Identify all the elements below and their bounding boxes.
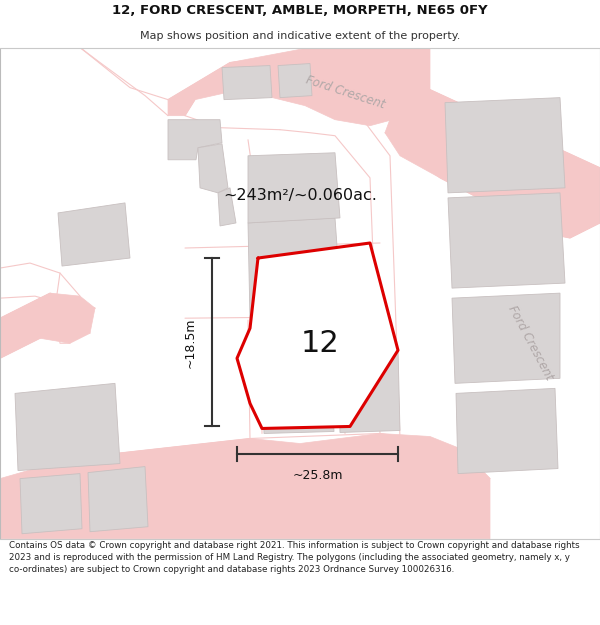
- Polygon shape: [88, 467, 148, 532]
- Polygon shape: [456, 388, 558, 474]
- Polygon shape: [262, 354, 334, 434]
- Polygon shape: [222, 66, 272, 99]
- Polygon shape: [445, 98, 565, 193]
- Polygon shape: [15, 383, 120, 471]
- Text: 12, FORD CRESCENT, AMBLE, MORPETH, NE65 0FY: 12, FORD CRESCENT, AMBLE, MORPETH, NE65 …: [112, 4, 488, 17]
- Bar: [0, 48, 600, 539]
- Polygon shape: [0, 293, 95, 358]
- Polygon shape: [58, 203, 130, 266]
- Polygon shape: [0, 434, 490, 539]
- Polygon shape: [452, 293, 560, 383]
- Polygon shape: [338, 348, 400, 432]
- Text: Ford Crescent: Ford Crescent: [505, 304, 555, 382]
- Text: Contains OS data © Crown copyright and database right 2021. This information is : Contains OS data © Crown copyright and d…: [9, 541, 580, 574]
- Polygon shape: [385, 89, 600, 238]
- Text: Map shows position and indicative extent of the property.: Map shows position and indicative extent…: [140, 31, 460, 41]
- Text: 12: 12: [301, 329, 340, 357]
- Polygon shape: [237, 243, 398, 429]
- Polygon shape: [198, 144, 228, 193]
- Polygon shape: [248, 152, 340, 223]
- Polygon shape: [248, 218, 342, 320]
- Polygon shape: [20, 474, 82, 534]
- Polygon shape: [218, 188, 236, 226]
- Text: ~25.8m: ~25.8m: [292, 469, 343, 482]
- Polygon shape: [448, 193, 565, 288]
- Text: ~18.5m: ~18.5m: [184, 317, 197, 368]
- Text: ~243m²/~0.060ac.: ~243m²/~0.060ac.: [223, 188, 377, 203]
- Polygon shape: [278, 64, 312, 98]
- Polygon shape: [168, 48, 430, 126]
- Polygon shape: [168, 119, 222, 160]
- Text: Ford Crescent: Ford Crescent: [304, 74, 386, 111]
